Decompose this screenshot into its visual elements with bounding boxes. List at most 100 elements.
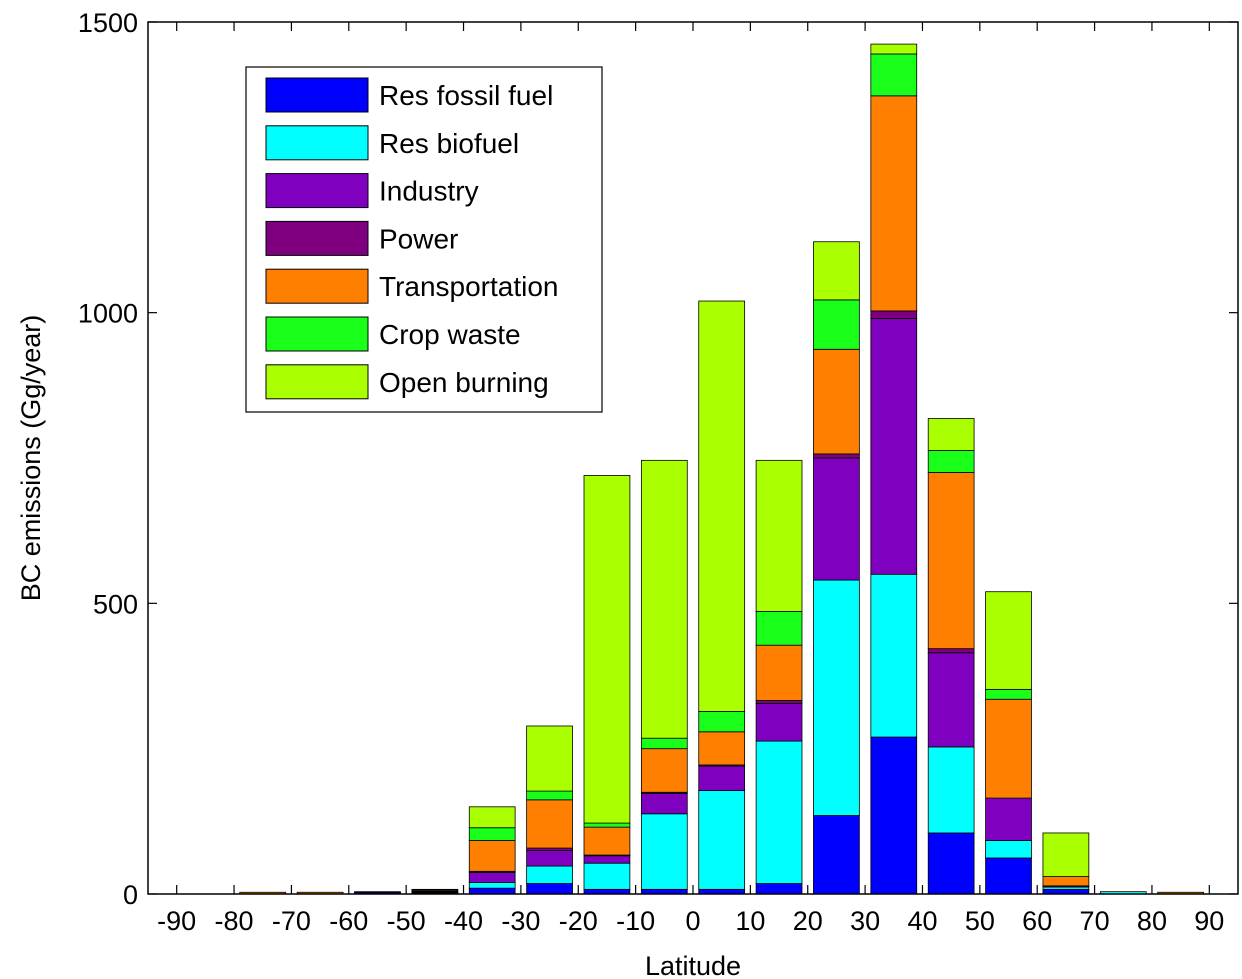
bar-segment [468,872,516,883]
bar-segment [870,736,918,895]
bar-segment [755,644,803,701]
bar-segment [698,765,746,791]
bar-segment [1042,876,1090,887]
bar-segment [1042,832,1090,877]
legend-label: Transportation [379,271,559,302]
bar-segment [755,611,803,646]
bar-segment [583,855,631,864]
bar-segment [583,826,631,856]
legend-label: Crop waste [379,319,521,350]
legend-swatch [265,268,369,304]
bar-segment [755,700,803,704]
bar-segment [583,822,631,828]
ticks-layer [148,21,1238,895]
bar-segment [526,725,573,792]
x-tick-label: 0 [685,906,700,936]
bar-segment [985,857,1032,895]
bar-segment [526,850,573,867]
x-tick-label: -80 [215,906,254,936]
bar-segment [640,813,688,890]
x-tick-label: 80 [1137,906,1167,936]
legend-label: Power [379,223,458,254]
bar-segment [985,688,1032,700]
bars-layer [239,43,1204,895]
bar-segment [870,310,918,319]
bar-segment [927,450,975,473]
bar-segment [468,806,516,829]
x-tick-label: -30 [501,906,540,936]
x-tick-label: 50 [965,906,995,936]
bar-segment [813,299,860,350]
x-tick-label: -10 [616,906,655,936]
bar-segment [813,453,860,459]
bar-segment [927,472,975,650]
bar-segment [411,888,459,891]
bar-segment [698,300,746,712]
legend: Res fossil fuel Res biofuel Industry Power T… [245,66,603,413]
bar-segment [526,865,573,884]
x-tick-label: -90 [157,906,196,936]
bar-segment [640,748,688,793]
x-tick-label: 40 [907,906,937,936]
y-axis-label: BC emissions (Gg/year) [16,315,46,602]
bar-segment [526,883,573,895]
bar-segment [927,832,975,895]
bar-segment [985,698,1032,799]
x-tick-label: 10 [735,906,765,936]
x-tick-label: 60 [1022,906,1052,936]
bar-segment [927,648,975,654]
legend-swatch [265,316,369,352]
bar-segment [927,418,975,451]
legend-label: Res fossil fuel [379,80,553,111]
bar-segment [927,746,975,834]
bar-segment [698,711,746,733]
bar-segment [870,573,918,738]
bar-segment [813,457,860,581]
bar-segment [813,348,860,455]
bar-segment [640,793,688,815]
x-tick-label: 70 [1080,906,1110,936]
bar-segment [468,881,516,889]
x-tick-label: 30 [850,906,880,936]
bar-segment [870,53,918,97]
bar-segment [698,790,746,890]
x-tick-label: -40 [444,906,483,936]
bar-segment [583,475,631,824]
bar-segment [813,241,860,301]
bar-segment [354,891,401,893]
bar-segment [468,840,516,872]
bar-segment [813,815,860,895]
bar-segment [640,459,688,739]
y-tick-label: 1000 [78,299,138,329]
legend-swatch [265,364,369,400]
bar-segment [583,862,631,890]
bar-segment [755,740,803,884]
bar-segment [985,797,1032,841]
y-tick-label: 0 [123,880,138,910]
bar-segment [985,840,1032,859]
bar-segment [755,459,803,612]
bar-segment [468,827,516,841]
bar-segment [870,95,918,312]
y-tick-label: 500 [93,589,138,619]
bar-segment [698,731,746,766]
tick-labels-layer: -90 -80 -70 -60 -50 -40 -30 -20 -10 0 10 20 30 40 50 60… [78,8,1224,936]
legend-swatch [265,173,369,209]
x-axis-label: Latitude [645,951,741,979]
x-tick-label: -60 [329,906,368,936]
bar-segment [985,591,1032,690]
bar-segment [526,790,573,801]
bar-segment [870,318,918,575]
bar-segment [927,652,975,748]
y-tick-label: 1500 [78,8,138,38]
x-tick-label: -70 [272,906,311,936]
bar-segment [526,799,573,849]
legend-swatch [265,220,369,256]
x-tick-label: -50 [387,906,426,936]
bar-segment [755,702,803,742]
bar-segment [813,579,860,816]
bar-segment [755,883,803,895]
legend-label: Industry [379,176,479,207]
bar-segment [640,737,688,750]
